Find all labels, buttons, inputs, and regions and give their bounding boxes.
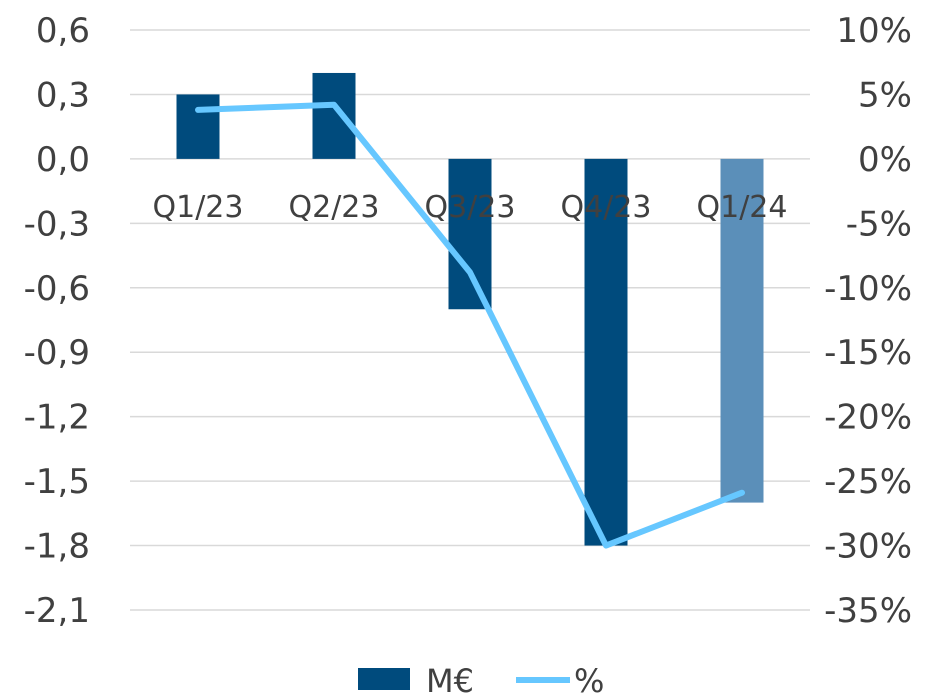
left-tick-label: -1,5 (24, 462, 90, 502)
legend-swatch-bar (358, 668, 410, 690)
right-tick-label: 5% (858, 75, 912, 115)
left-tick-label: -0,9 (24, 333, 90, 373)
right-tick-label: -30% (824, 527, 912, 567)
bar-Q4-23 (584, 158, 628, 546)
left-axis: 0,6 0,3 0,0 -0,3 -0,6 -0,9 -1,2 -1,5 -1,8 -2,1 (24, 11, 90, 631)
left-tick-label: -1,8 (24, 527, 90, 567)
right-tick-label: -15% (824, 333, 912, 373)
right-tick-label: -35% (824, 591, 912, 631)
gridlines (130, 29, 810, 611)
left-tick-label: 0,0 (36, 140, 90, 180)
left-tick-label: -2,1 (24, 591, 90, 631)
right-tick-label: -10% (824, 269, 912, 309)
bar-series (176, 72, 764, 546)
right-tick-label: 10% (836, 11, 912, 51)
category-label: Q2/23 (289, 190, 380, 225)
right-tick-label: -25% (824, 462, 912, 502)
category-label: Q3/23 (425, 190, 516, 225)
left-tick-label: -1,2 (24, 398, 90, 438)
line-series (195, 101, 745, 549)
legend-label-line: % (574, 662, 604, 696)
legend: M€ % (358, 662, 604, 696)
right-tick-label: -20% (824, 398, 912, 438)
bar-Q2-23 (312, 72, 356, 159)
right-axis: 10% 5% 0% -5% -10% -15% -20% -25% -30% -35% (824, 11, 912, 631)
category-label: Q4/23 (561, 190, 652, 225)
right-tick-label: -5% (846, 204, 912, 244)
category-label: Q1/24 (697, 190, 788, 225)
right-tick-label: 0% (858, 140, 912, 180)
left-tick-label: 0,6 (36, 11, 90, 51)
bar-Q1-23 (176, 94, 220, 159)
left-tick-label: 0,3 (36, 75, 90, 115)
left-tick-label: -0,3 (24, 204, 90, 244)
category-label: Q1/23 (153, 190, 244, 225)
left-tick-label: -0,6 (24, 269, 90, 309)
category-axis: Q1/23 Q2/23 Q3/23 Q4/23 Q1/24 (153, 190, 788, 225)
bar-Q3-23 (448, 158, 492, 310)
legend-label-bar: M€ (426, 662, 474, 696)
bar-Q1-24 (720, 158, 764, 503)
